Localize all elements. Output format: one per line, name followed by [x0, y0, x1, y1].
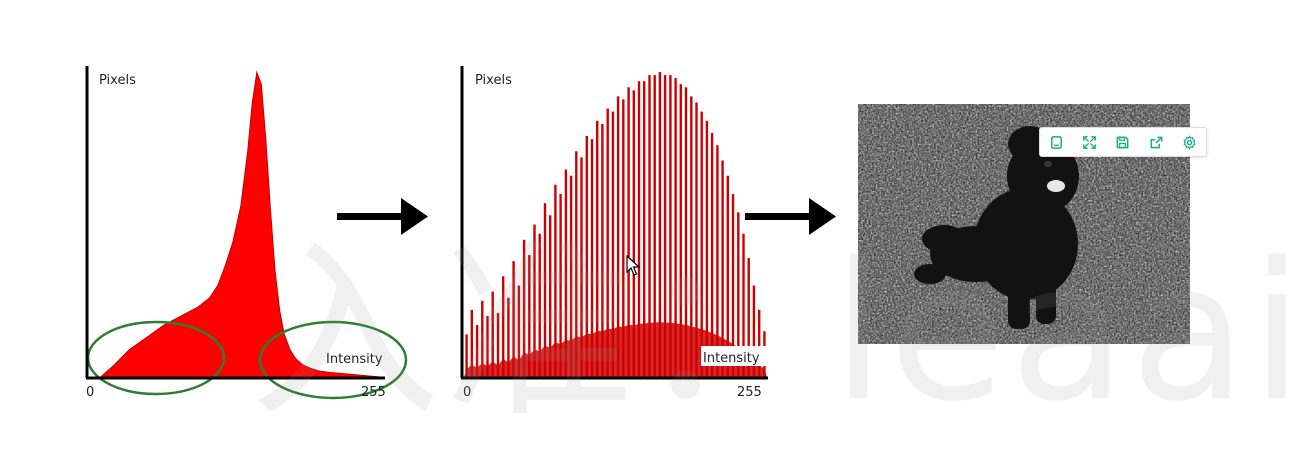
- annotation-ellipse-right: [258, 320, 408, 400]
- right-arrow-icon: [745, 196, 840, 242]
- histogram-bar: [622, 99, 625, 378]
- histogram-bar: [580, 157, 583, 377]
- settings-button[interactable]: [1178, 131, 1200, 153]
- right-arrow-icon: [337, 196, 432, 242]
- histogram-bar: [543, 203, 547, 377]
- histogram-bar: [705, 120, 709, 378]
- histogram-bar: [758, 309, 761, 377]
- histogram-bar: [596, 120, 599, 378]
- copy-button[interactable]: [1046, 131, 1068, 153]
- histogram-bar: [611, 111, 615, 377]
- histogram-bar: [538, 233, 541, 377]
- histogram-bar: [690, 96, 693, 378]
- histogram-bar: [481, 300, 484, 378]
- histogram-bar: [737, 212, 740, 377]
- histogram-bar: [632, 90, 635, 378]
- histogram-bar: [549, 215, 552, 377]
- histogram-bar: [491, 291, 494, 377]
- x-tick-label: 255: [361, 385, 386, 400]
- copy-icon: [1051, 135, 1063, 149]
- y-axis-label: Pixels: [475, 73, 512, 88]
- y-axis-label: Pixels: [99, 73, 136, 88]
- histogram-bar: [616, 96, 620, 378]
- histogram-bar: [502, 276, 505, 377]
- histogram-bar: [726, 175, 729, 377]
- histogram-bar: [559, 194, 562, 377]
- histogram-bar: [648, 75, 651, 377]
- x-axis-label: Intensity: [703, 351, 760, 366]
- histogram-bar: [674, 78, 677, 377]
- histogram-bar: [637, 81, 641, 377]
- histogram-bar: [716, 145, 719, 377]
- histogram-bar: [512, 261, 515, 377]
- save-button[interactable]: [1112, 131, 1134, 153]
- x-tick-label: 0: [463, 385, 471, 400]
- x-tick-label: 0: [86, 385, 94, 400]
- histogram-bar: [752, 285, 756, 377]
- histogram-bar: [721, 160, 724, 377]
- histogram-bar: [710, 133, 714, 377]
- x-axis-label: Intensity: [326, 352, 383, 367]
- fullscreen-button[interactable]: [1079, 131, 1101, 153]
- histogram-bar: [695, 102, 698, 377]
- histogram-equalized-svg: Pixels Intensity 0 255: [460, 66, 768, 400]
- histogram-bar: [465, 334, 468, 377]
- histogram-bar: [470, 309, 473, 377]
- histogram-bar: [684, 87, 688, 378]
- histogram-bar: [653, 75, 656, 377]
- share-button[interactable]: [1145, 131, 1167, 153]
- image-toolbar: [1039, 127, 1207, 157]
- histogram-bar: [742, 233, 745, 377]
- histogram-bar: [575, 151, 578, 377]
- histogram-original-svg: Pixels Intensity 0 255: [85, 66, 408, 400]
- x-tick-label: 255: [737, 385, 762, 400]
- histogram-bar: [486, 316, 489, 377]
- histogram-bar: [475, 325, 479, 377]
- share-icon: [1150, 136, 1163, 148]
- histogram-bar: [533, 224, 536, 377]
- histogram-bar: [569, 175, 573, 377]
- histogram-bar: [627, 87, 630, 378]
- settings-icon: [1183, 134, 1196, 150]
- histogram-bar: [528, 255, 531, 377]
- histogram-bar: [700, 111, 703, 377]
- histogram-bar: [658, 72, 662, 377]
- histogram-bar: [590, 139, 594, 377]
- histogram-bar: [643, 81, 646, 377]
- histogram-bar: [517, 285, 521, 377]
- histogram-bar: [507, 297, 510, 377]
- mouse-cursor-icon: [626, 254, 641, 281]
- histogram-bar: [747, 258, 750, 377]
- histogram-bar: [731, 194, 735, 377]
- histogram-bar: [564, 169, 568, 377]
- histogram-bar: [679, 84, 682, 377]
- histogram-bar: [601, 123, 604, 378]
- save-icon: [1117, 136, 1129, 148]
- x-axis-label-bg: [701, 346, 767, 366]
- watermark-text: 入准：leaaiv.cn: [250, 222, 1291, 443]
- fullscreen-icon: [1083, 135, 1097, 149]
- histogram-bar: [522, 239, 526, 378]
- histogram-bar: [606, 108, 609, 377]
- histogram-bar: [585, 136, 588, 377]
- histogram-bar: [554, 184, 557, 377]
- histogram-bar: [663, 75, 667, 377]
- histogram-bar: [669, 75, 672, 377]
- histogram-bar: [496, 312, 500, 377]
- histogram-equalized: Pixels Intensity 0 255: [445, 60, 780, 405]
- histogram-original: Pixels Intensity 0 255: [70, 60, 430, 405]
